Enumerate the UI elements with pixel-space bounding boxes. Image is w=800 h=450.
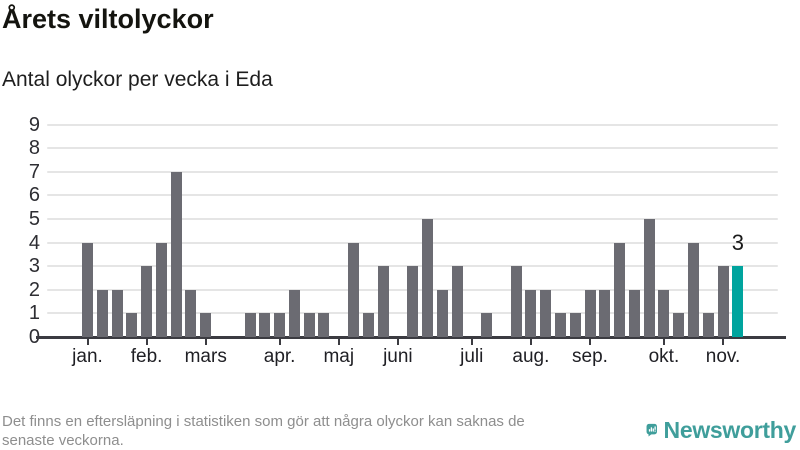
bar-week-14	[274, 313, 286, 337]
bar-week-21	[377, 266, 389, 337]
y-axis-label-1: 1	[28, 302, 40, 325]
x-axis-label-nov: nov.	[705, 346, 741, 367]
bar-week-25	[436, 289, 448, 337]
x-axis-tick-mars	[204, 338, 207, 345]
bar-week-19	[348, 242, 360, 337]
gridline-6	[47, 194, 778, 197]
x-axis-tick-apr	[278, 338, 281, 345]
y-axis-label-8: 8	[28, 137, 40, 160]
bar-week-23	[407, 266, 419, 337]
x-axis-tick-maj	[337, 338, 340, 345]
x-axis-tick-juni	[396, 338, 399, 345]
bar-week-39	[643, 219, 655, 337]
x-axis-line	[36, 335, 786, 339]
gridline-4	[47, 241, 778, 244]
bar-week-15	[288, 289, 300, 337]
y-axis-label-3: 3	[28, 255, 40, 278]
y-axis-label-6: 6	[28, 184, 40, 207]
x-axis-tick-juli	[470, 338, 473, 345]
x-axis-label-okt: okt.	[648, 346, 680, 367]
bar-week-30	[510, 266, 522, 337]
newsworthy-logo: Newsworthy	[646, 412, 796, 448]
x-axis-label-jan: jan.	[72, 346, 103, 367]
bar-week-33	[554, 313, 566, 337]
newsworthy-wordmark: Newsworthy	[663, 417, 797, 443]
x-axis-tick-okt	[662, 338, 665, 345]
bar-chart-speech-bubble-icon	[646, 423, 657, 437]
x-axis-label-apr: apr.	[263, 346, 296, 367]
bar-week-20	[362, 313, 374, 337]
bar-week-16	[303, 313, 315, 337]
chart-subtitle: Antal olyckor per vecka i Eda	[2, 68, 273, 91]
bar-week-38	[628, 289, 640, 337]
bar-week-32	[540, 289, 552, 337]
bar-week-2	[96, 289, 108, 337]
bar-week-45	[732, 266, 744, 337]
bar-week-4	[126, 313, 138, 337]
bar-week-3	[111, 289, 123, 337]
footnote-line-1: Det finns en eftersläpning i statistiken…	[2, 413, 525, 430]
bar-week-6	[155, 242, 167, 337]
y-axis-label-4: 4	[28, 231, 40, 254]
bar-week-40	[658, 289, 670, 337]
x-axis-label-maj: maj	[323, 346, 355, 367]
y-axis-label-7: 7	[28, 160, 40, 183]
gridline-7	[47, 170, 778, 173]
y-axis-label-5: 5	[28, 208, 40, 230]
bar-week-37	[614, 242, 626, 337]
gridline-9	[47, 123, 778, 126]
bar-week-1	[82, 242, 93, 337]
bar-week-12	[244, 313, 256, 337]
gridline-5	[47, 218, 778, 220]
bar-week-17	[318, 313, 330, 337]
footnote-line-2: senaste veckorna.	[2, 431, 124, 449]
y-axis-label-0: 0	[28, 326, 40, 348]
bar-week-31	[525, 289, 537, 337]
x-axis-label-juni: juni	[383, 346, 413, 367]
x-axis-label-aug: aug.	[512, 346, 550, 367]
bar-week-44	[717, 266, 729, 337]
gridline-8	[47, 147, 778, 150]
footnote: Det finns en eftersläpning i statistiken…	[2, 413, 525, 450]
x-axis-tick-sep	[589, 338, 592, 345]
bar-week-35	[584, 289, 596, 337]
x-axis-tick-nov	[722, 338, 725, 345]
x-axis-label-sep: sep.	[572, 346, 608, 367]
x-axis-label-mars: mars	[184, 346, 227, 367]
x-axis-tick-aug	[529, 338, 532, 345]
bar-week-26	[451, 266, 463, 337]
bar-week-28	[481, 313, 493, 337]
bar-week-42	[687, 242, 699, 337]
bar-value-label: 3	[731, 230, 744, 256]
bar-week-43	[702, 313, 714, 337]
bar-week-41	[673, 313, 685, 337]
x-axis-label-juli: juli	[460, 346, 484, 367]
x-axis-tick-jan	[86, 338, 89, 345]
bar-week-13	[259, 313, 271, 337]
bar-week-34	[569, 313, 581, 337]
y-axis-label-2: 2	[28, 278, 40, 301]
bar-week-7	[170, 171, 182, 337]
bar-week-8	[185, 289, 197, 337]
bar-week-5	[141, 266, 153, 337]
bar-week-9	[200, 313, 212, 337]
y-axis-label-9: 9	[28, 113, 40, 136]
x-axis-label-feb: feb.	[130, 346, 163, 367]
bar-week-24	[421, 219, 433, 337]
bar-week-36	[599, 289, 611, 337]
x-axis-tick-feb	[145, 338, 148, 345]
chart-title: Årets viltolyckor	[2, 4, 214, 34]
